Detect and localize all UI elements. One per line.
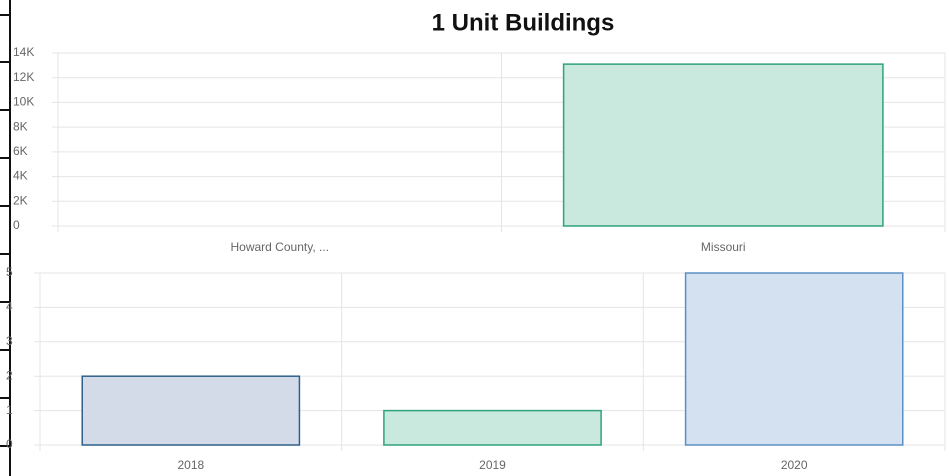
y-tick-label: 2: [6, 368, 13, 382]
y-tick-label: 8K: [13, 119, 28, 133]
x-tick-label: 2020: [781, 458, 808, 472]
chart-title: 1 Unit Buildings: [432, 9, 615, 36]
y-tick-label: 10K: [13, 95, 34, 109]
x-tick-label: 2018: [177, 458, 204, 472]
x-tick-label: Missouri: [701, 240, 746, 254]
y-tick-label: 4: [6, 300, 13, 314]
y-tick-label: 0: [6, 437, 13, 451]
bar: [684, 272, 904, 446]
y-tick-label: 4K: [13, 169, 28, 183]
x-tick-label: 2019: [479, 458, 506, 472]
bar: [562, 63, 884, 227]
y-tick-label: 14K: [13, 45, 34, 59]
y-tick-label: 5: [6, 265, 13, 279]
bar: [383, 409, 602, 446]
y-tick-label: 3: [6, 334, 13, 348]
bar: [81, 375, 301, 446]
y-tick-label: 12K: [13, 70, 34, 84]
y-tick-label: 0: [13, 218, 20, 232]
y-tick-label: 2K: [13, 193, 28, 207]
y-tick-label: 1: [6, 403, 13, 417]
y-tick-label: 6K: [13, 144, 28, 158]
left-stubs: [0, 14, 10, 447]
x-tick-label: Howard County, ...: [231, 240, 329, 254]
